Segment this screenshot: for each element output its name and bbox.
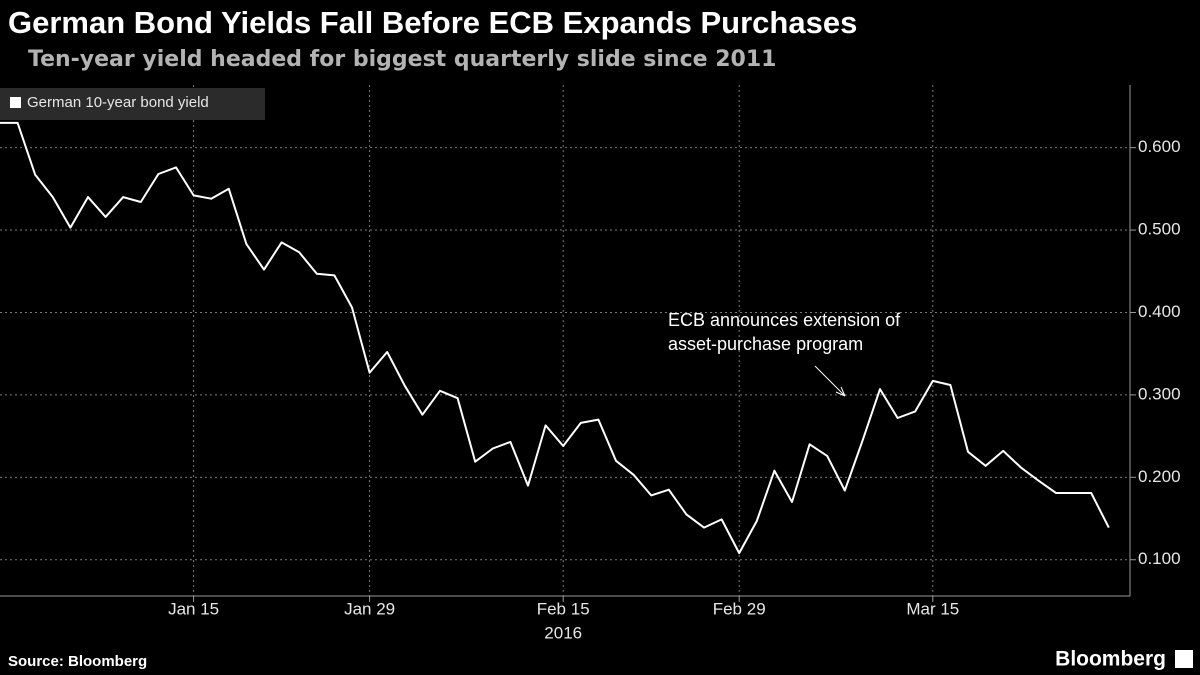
x-tick-label: Jan 29 bbox=[344, 599, 395, 618]
legend-label: German 10-year bond yield bbox=[27, 94, 209, 111]
x-tick-label: Jan 15 bbox=[168, 599, 219, 618]
y-tick-label: 0.600 bbox=[1138, 137, 1181, 156]
x-tick-label: Mar 15 bbox=[906, 599, 959, 618]
y-tick-label: 0.500 bbox=[1138, 220, 1181, 239]
y-tick-label: 0.400 bbox=[1138, 302, 1181, 321]
y-tick-label: 0.100 bbox=[1138, 549, 1181, 568]
annotation-arrow bbox=[814, 365, 846, 397]
legend-box bbox=[0, 88, 265, 120]
x-tick-label: Feb 29 bbox=[713, 599, 766, 618]
brand: Bloomberg bbox=[1055, 648, 1166, 671]
brand-icon bbox=[1175, 650, 1193, 668]
annotation: ECB announces extension of bbox=[668, 310, 901, 330]
x-year-label: 2016 bbox=[544, 623, 582, 642]
source: Source: Bloomberg bbox=[8, 653, 147, 670]
chart-title: German Bond Yields Fall Before ECB Expan… bbox=[8, 5, 857, 40]
x-tick-label: Feb 15 bbox=[537, 599, 590, 618]
line bbox=[0, 121, 1110, 555]
chart-subtitle: Ten-year yield headed for biggest quarte… bbox=[28, 47, 776, 72]
y-tick-label: 0.200 bbox=[1138, 467, 1181, 486]
y-tick-label: 0.300 bbox=[1138, 384, 1181, 403]
legend-swatch bbox=[10, 97, 21, 108]
annotation-arrowhead bbox=[835, 386, 846, 397]
annotation: asset-purchase program bbox=[668, 334, 863, 354]
